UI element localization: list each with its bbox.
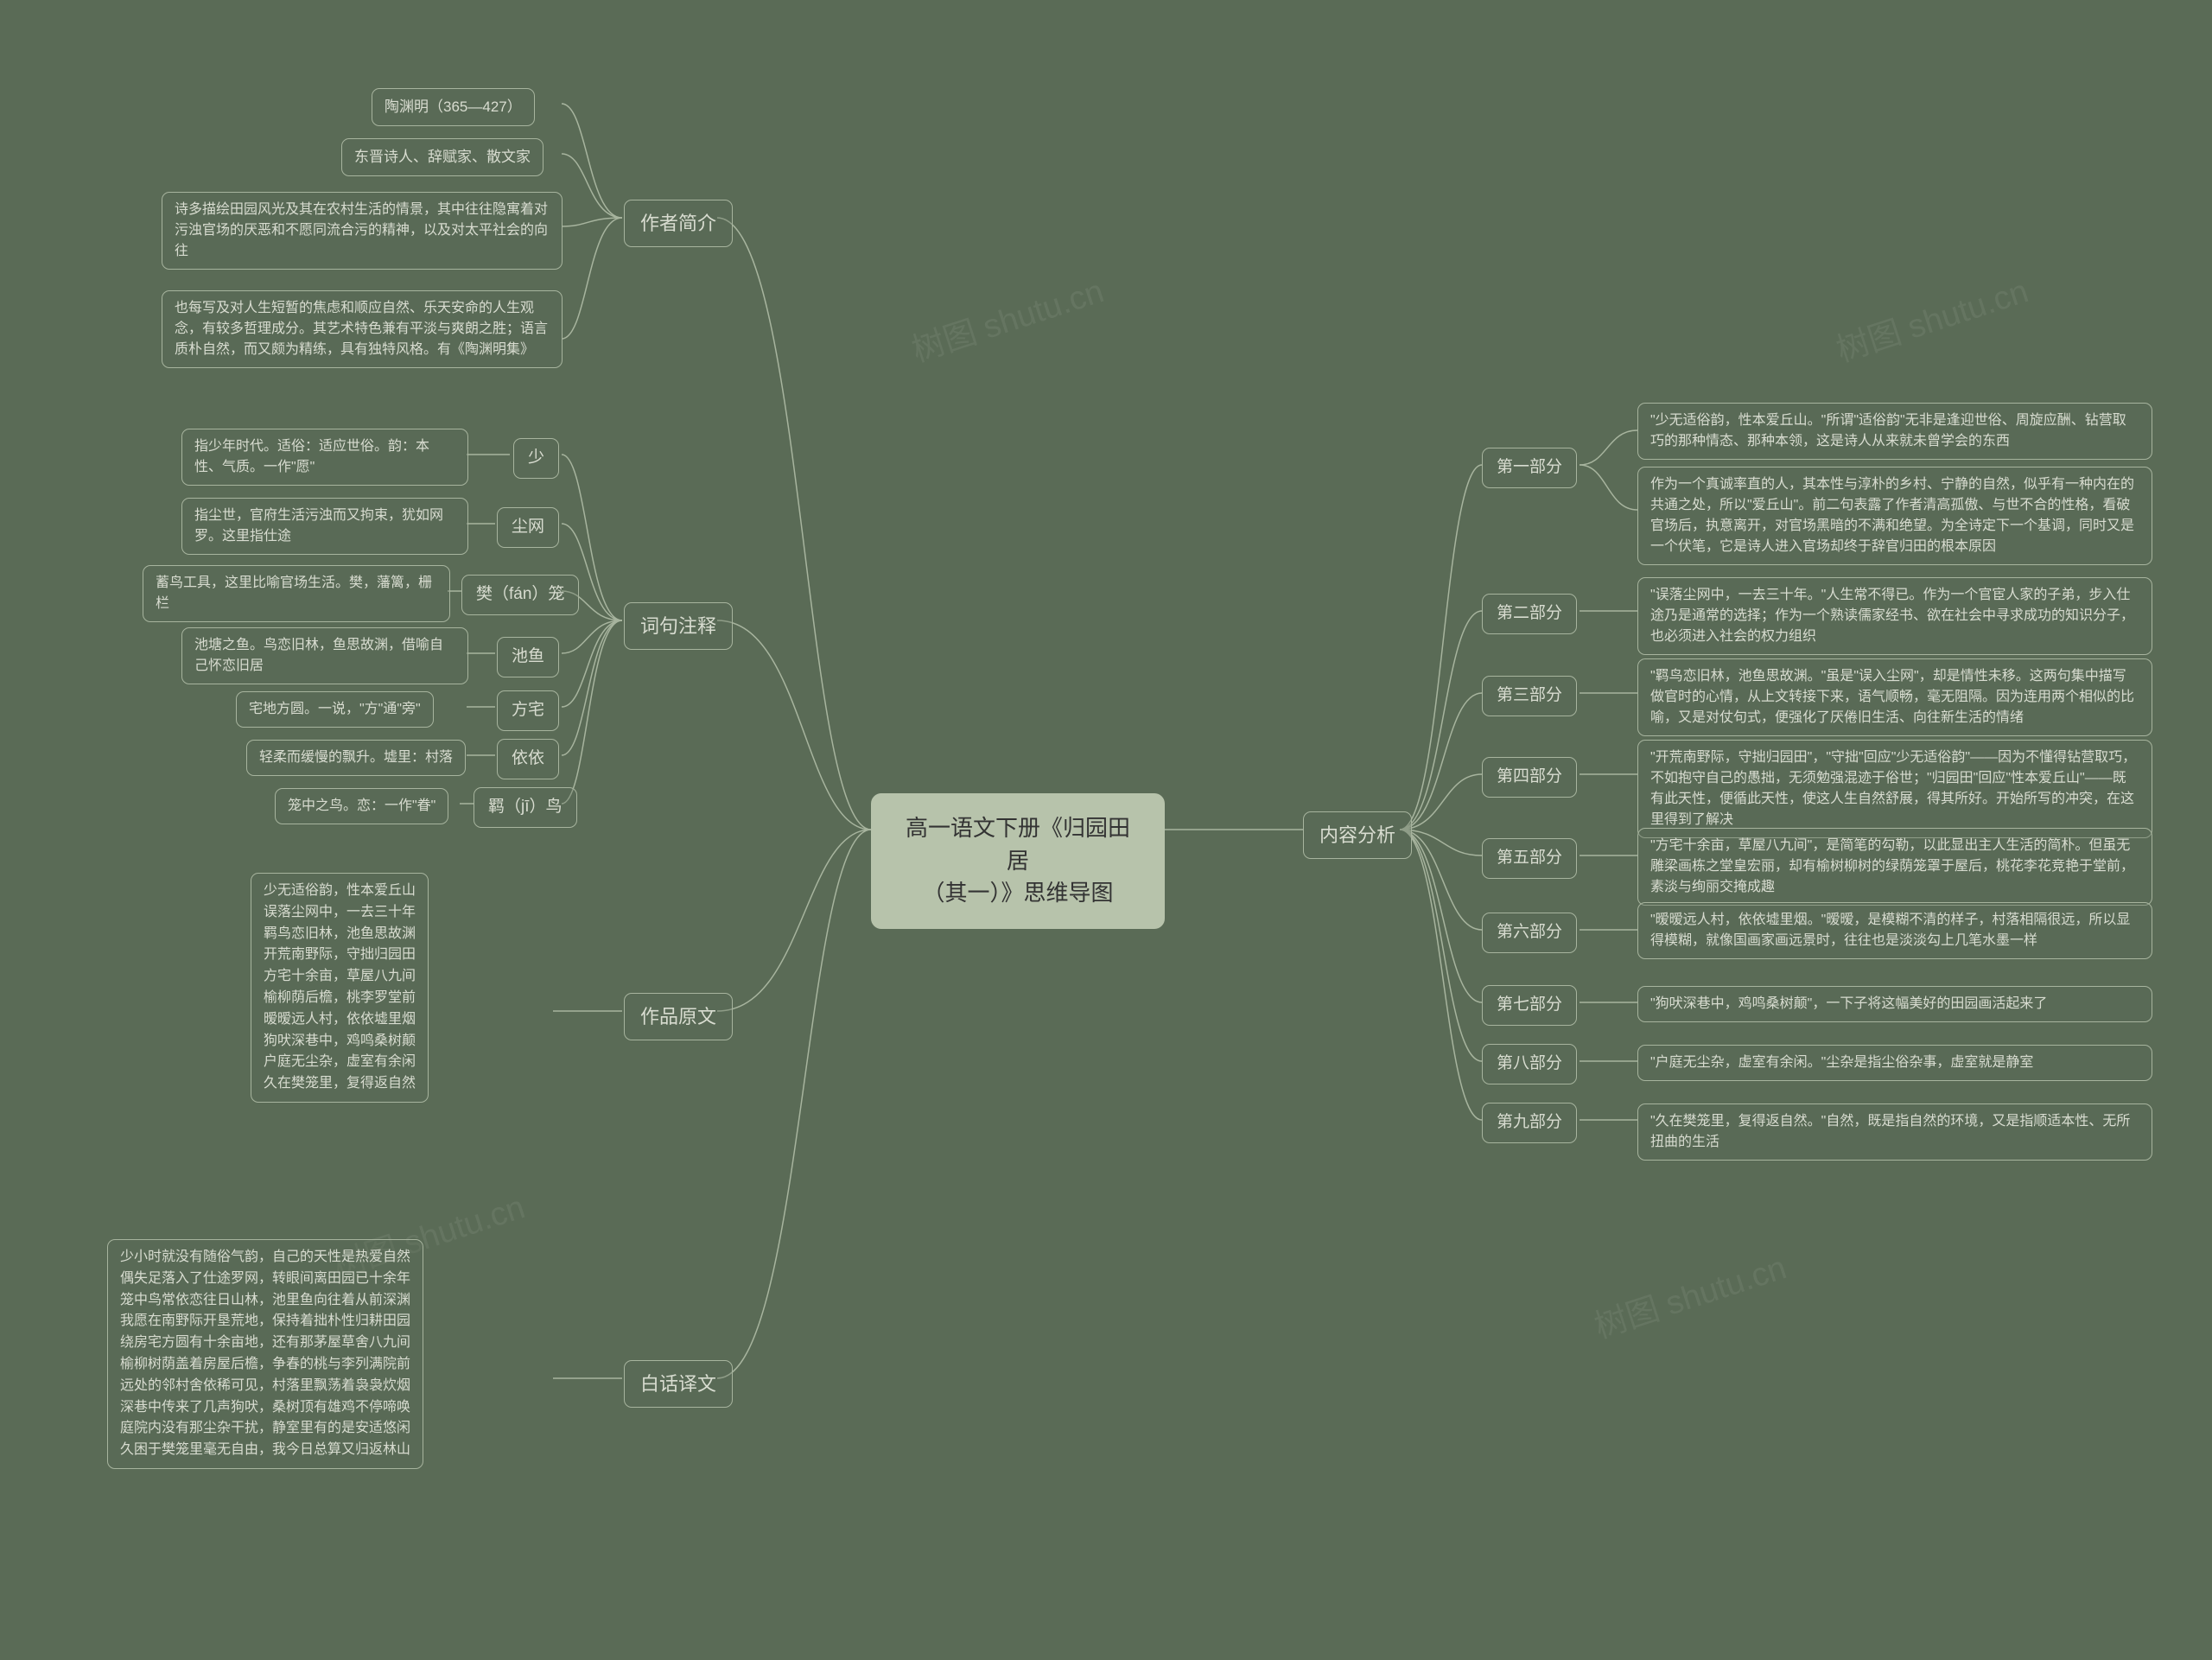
branch-analysis: 内容分析 — [1303, 811, 1412, 859]
part-7-item-0: "狗吠深巷中，鸡鸣桑树颠"，一下子将这幅美好的田园画活起来了 — [1637, 986, 2152, 1022]
part-3: 第三部分 — [1482, 676, 1577, 716]
leaf-author-0: 陶渊明（365—427） — [372, 88, 535, 126]
part-9: 第九部分 — [1482, 1103, 1577, 1143]
leaf-vernacular-text: 少小时就没有随俗气韵，自己的天性是热爱自然 偶失足落入了仕途罗网，转眼间离田园已… — [107, 1239, 423, 1469]
watermark: 树图 shutu.cn — [905, 264, 1109, 371]
part-3-item-0: "羁鸟恋旧林，池鱼思故渊。"虽是"误入尘网"，却是情性未移。这两句集中描写做官时… — [1637, 658, 2152, 736]
term-6: 羁（jī）鸟 — [474, 787, 577, 828]
term-1: 尘网 — [497, 507, 559, 548]
part-2: 第二部分 — [1482, 594, 1577, 634]
part-2-item-0: "误落尘网中，一去三十年。"人生常不得已。作为一个官宦人家的子弟，步入仕途乃是通… — [1637, 577, 2152, 655]
def-3: 池塘之鱼。鸟恋旧林，鱼思故渊，借喻自己怀恋旧居 — [181, 627, 468, 684]
part-1-item-0: "少无适俗韵，性本爱丘山。"所谓"适俗韵"无非是逢迎世俗、周旋应酬、钻营取巧的那… — [1637, 403, 2152, 460]
part-6: 第六部分 — [1482, 913, 1577, 953]
term-3: 池鱼 — [497, 637, 559, 677]
def-5: 轻柔而缓慢的飘升。墟里：村落 — [246, 740, 466, 776]
center-topic: 高一语文下册《归园田居 （其一）》思维导图 — [871, 793, 1165, 929]
def-2: 蓄鸟工具，这里比喻官场生活。樊，藩篱，栅栏 — [143, 565, 450, 622]
term-2: 樊（fán）笼 — [461, 575, 579, 615]
def-0: 指少年时代。适俗：适应世俗。韵：本性、气质。一作"愿" — [181, 429, 468, 486]
part-8: 第八部分 — [1482, 1044, 1577, 1084]
branch-author: 作者简介 — [624, 200, 733, 247]
leaf-author-1: 东晋诗人、辞赋家、散文家 — [341, 138, 543, 176]
term-5: 依依 — [497, 739, 559, 779]
leaf-author-3: 也每写及对人生短暂的焦虑和顺应自然、乐天安命的人生观念，有较多哲理成分。其艺术特… — [162, 290, 563, 368]
branch-vernacular: 白话译文 — [624, 1360, 733, 1408]
part-1: 第一部分 — [1482, 448, 1577, 488]
watermark: 树图 shutu.cn — [1829, 264, 2033, 371]
part-9-item-0: "久在樊笼里，复得返自然。"自然，既是指自然的环境，又是指顺适本性、无所扭曲的生… — [1637, 1103, 2152, 1161]
leaf-author-2: 诗多描绘田园风光及其在农村生活的情景，其中往往隐寓着对污浊官场的厌恶和不愿同流合… — [162, 192, 563, 270]
def-6: 笼中之鸟。恋：一作"眷" — [275, 788, 448, 824]
part-1-item-1: 作为一个真诚率直的人，其本性与淳朴的乡村、宁静的自然，似乎有一种内在的共通之处，… — [1637, 467, 2152, 565]
leaf-original-text: 少无适俗韵，性本爱丘山 误落尘网中，一去三十年 羁鸟恋旧林，池鱼思故渊 开荒南野… — [251, 873, 429, 1103]
part-7: 第七部分 — [1482, 985, 1577, 1026]
part-4: 第四部分 — [1482, 757, 1577, 798]
part-8-item-0: "户庭无尘杂，虚室有余闲。"尘杂是指尘俗杂事，虚室就是静室 — [1637, 1045, 2152, 1081]
part-4-item-0: "开荒南野际，守拙归园田"，"守拙"回应"少无适俗韵"——因为不懂得钻营取巧，不… — [1637, 740, 2152, 838]
def-4: 宅地方圆。一说，"方"通"旁" — [236, 691, 434, 728]
part-5: 第五部分 — [1482, 838, 1577, 879]
part-5-item-0: "方宅十余亩，草屋八九间"，是简笔的勾勒，以此显出主人生活的简朴。但虽无雕梁画栋… — [1637, 828, 2152, 906]
branch-words: 词句注释 — [624, 602, 733, 650]
watermark: 树图 shutu.cn — [1587, 1241, 1791, 1347]
part-6-item-0: "暧暧远人村，依依墟里烟。"暧暧，是模糊不清的样子，村落相隔很远，所以显得模糊，… — [1637, 902, 2152, 959]
term-0: 少 — [513, 438, 559, 479]
def-1: 指尘世，官府生活污浊而又拘束，犹如网罗。这里指仕途 — [181, 498, 468, 555]
branch-original: 作品原文 — [624, 993, 733, 1040]
term-4: 方宅 — [497, 690, 559, 731]
